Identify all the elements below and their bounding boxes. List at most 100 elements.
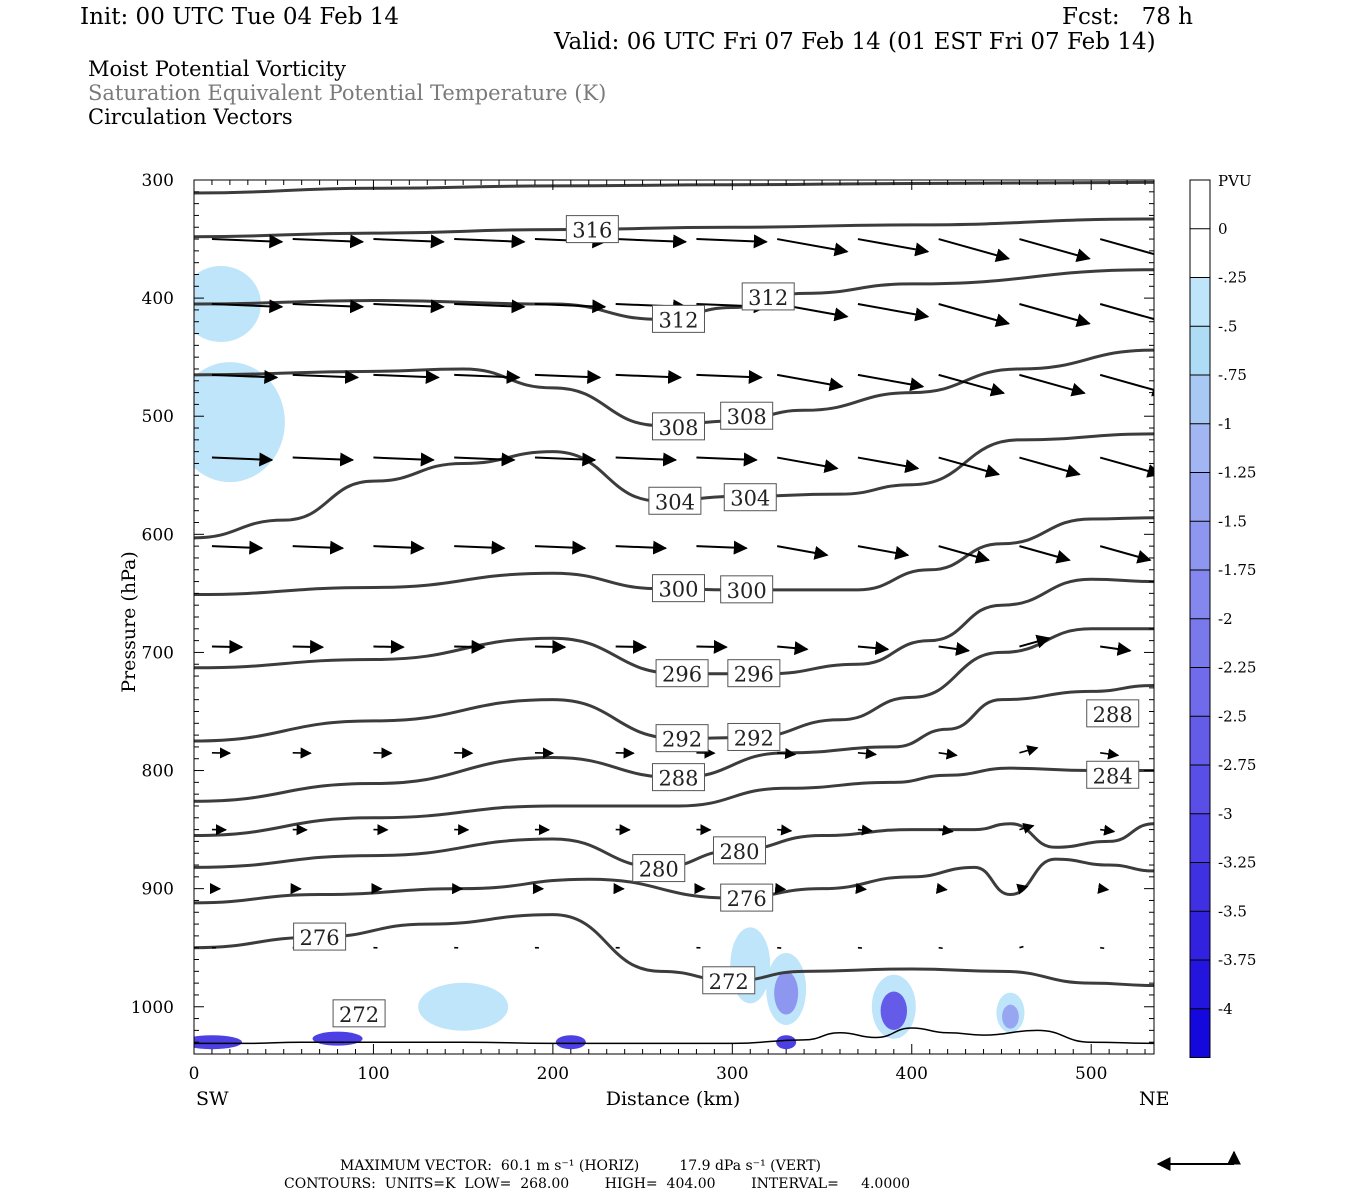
circulation-vector xyxy=(777,747,797,760)
colorbar-label: -2.5 xyxy=(1218,707,1247,725)
colorbar-swatch xyxy=(1190,180,1210,229)
circulation-vector xyxy=(777,824,793,836)
contour-label: 280 xyxy=(719,840,759,864)
contour-label: 304 xyxy=(730,487,770,511)
circulation-vector xyxy=(857,303,930,322)
colorbar-swatch xyxy=(1190,667,1210,717)
y-tick-label: 600 xyxy=(142,525,174,545)
contour-label: 296 xyxy=(734,663,774,687)
mpv-surface-streak xyxy=(776,1035,797,1050)
x-tick-label: 500 xyxy=(1075,1064,1107,1084)
contour-label: 316 xyxy=(572,219,612,243)
circulation-vector xyxy=(211,369,279,384)
circulation-vector xyxy=(373,369,440,384)
circulation-vector xyxy=(615,369,683,384)
contour-label-box xyxy=(651,412,705,441)
circulation-vector xyxy=(211,452,274,467)
circulation-vector xyxy=(938,373,1006,397)
circulation-vector xyxy=(615,639,648,654)
circulation-vector xyxy=(696,639,728,654)
init-time: Init: 00 UTC Tue 04 Feb 14 xyxy=(80,4,400,30)
colorbar-swatch xyxy=(1190,326,1210,375)
circulation-vector xyxy=(1019,822,1035,834)
y-tick-label: 300 xyxy=(142,171,174,191)
colorbar-swatch xyxy=(1190,813,1210,863)
circulation-vector xyxy=(534,540,587,555)
circulation-vector xyxy=(292,540,345,555)
colorbar-label: -2 xyxy=(1218,610,1233,628)
circulation-vector xyxy=(211,639,244,654)
colorbar-label: -.75 xyxy=(1218,366,1247,384)
ne-label: NE xyxy=(1139,1088,1170,1110)
colorbar-swatch xyxy=(1190,862,1210,912)
mpv-surface-streak xyxy=(312,1031,363,1046)
circulation-vector xyxy=(857,373,925,392)
contour-label-box xyxy=(1086,760,1140,789)
contour-label: 292 xyxy=(662,728,702,752)
contour-label-box xyxy=(651,304,705,333)
contour-label: 296 xyxy=(662,663,702,687)
x-axis-label: Distance (km) xyxy=(606,1088,741,1110)
circulation-vector xyxy=(373,540,425,555)
colorbar-swatch xyxy=(1190,472,1210,522)
circulation-vector xyxy=(696,540,748,555)
terrain-surface xyxy=(194,1027,1154,1045)
contour-label-box xyxy=(648,486,702,515)
circulation-vector xyxy=(1100,748,1120,760)
colorbar-swatch xyxy=(1190,618,1210,668)
mpv-area xyxy=(418,982,509,1031)
contour-label-box xyxy=(720,401,774,430)
circulation-vector xyxy=(454,234,526,249)
y-tick-label: 900 xyxy=(142,880,174,900)
colorbar-label: -.25 xyxy=(1218,269,1247,287)
theta-contour xyxy=(194,684,1154,803)
circulation-vector xyxy=(774,882,787,895)
circulation-vector xyxy=(777,373,844,392)
contour-label-box xyxy=(702,966,756,995)
circulation-vector xyxy=(938,456,1001,478)
contour-label-box xyxy=(655,724,709,753)
circulation-vector xyxy=(373,452,435,467)
contour-label-box xyxy=(565,215,619,244)
valid-time: Valid: 06 UTC Fri 07 Feb 14 (01 EST Fri … xyxy=(554,29,1156,55)
reference-vector-icon xyxy=(1156,1150,1241,1171)
circulation-vector xyxy=(1099,545,1152,564)
contour-label: 300 xyxy=(727,579,767,603)
circulation-vector xyxy=(211,299,284,314)
circulation-vector xyxy=(534,299,607,314)
contour-label: 272 xyxy=(709,970,749,994)
circulation-vector xyxy=(1019,745,1039,756)
circulation-vector xyxy=(1100,642,1132,656)
field-theta-title: Saturation Equivalent Potential Temperat… xyxy=(88,81,607,105)
colorbar-swatch xyxy=(1190,375,1210,424)
mpv-core xyxy=(1002,1004,1019,1029)
colorbar-swatch xyxy=(1190,423,1210,473)
colorbar-swatch xyxy=(1190,277,1210,327)
circulation-vector xyxy=(1019,373,1086,397)
x-tick-label: 200 xyxy=(537,1064,569,1084)
colorbar-swatch xyxy=(1190,570,1210,619)
contour-label-box xyxy=(632,854,686,883)
circulation-vector xyxy=(777,641,809,656)
contour-label: 300 xyxy=(658,578,698,602)
colorbar-swatch xyxy=(1190,765,1210,814)
contour-label-box xyxy=(723,483,777,512)
max-vector-note: MAXIMUM VECTOR: 60.1 m s⁻¹ (HORIZ) 17.9 … xyxy=(340,1158,822,1174)
circulation-vector xyxy=(696,452,758,467)
circulation-vector xyxy=(211,234,284,249)
contour-label-box xyxy=(1086,699,1140,728)
theta-contour xyxy=(194,857,1154,905)
circulation-vector xyxy=(938,946,943,950)
colorbar-label: -1 xyxy=(1218,415,1233,433)
y-tick-label: 1000 xyxy=(131,998,174,1018)
contour-label: 308 xyxy=(727,405,767,429)
colorbar-label: -2.25 xyxy=(1218,659,1256,677)
theta-contour xyxy=(194,217,1154,239)
colorbar-label: -4 xyxy=(1218,1000,1233,1018)
circulation-vector xyxy=(454,452,516,467)
circulation-vector xyxy=(534,639,567,654)
contour-label: 276 xyxy=(300,926,340,950)
circulation-vector xyxy=(857,824,874,836)
colorbar-swatch xyxy=(1190,228,1210,278)
